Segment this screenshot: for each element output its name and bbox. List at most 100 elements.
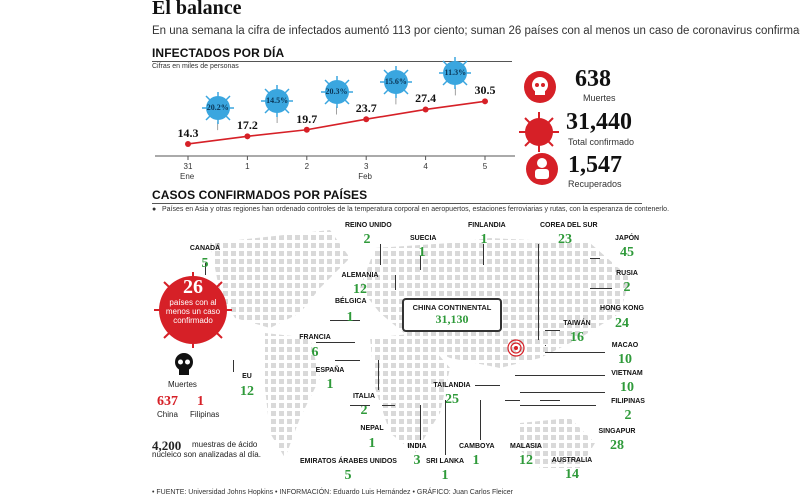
country-value: 10 [620,380,634,395]
country-value: 25 [445,392,459,407]
footer-credits: • FUENTE: Universidad Johns Hopkins • IN… [152,489,513,496]
data-point [244,133,251,140]
total-label: Total confirmado [568,137,635,147]
country-name: SINGAPUR [598,428,636,435]
country-value: 3 [413,453,421,468]
country-value: 1 [346,310,354,325]
samples-value: 4,200 [152,438,182,453]
country-value: 1 [480,232,488,247]
country-value: 2 [363,232,371,247]
data-label: 23.7 [355,101,377,116]
deaths-label: Muertes [583,93,616,103]
country-leader-line [520,405,596,406]
growth-bubble: 11.3% [438,56,472,90]
x-tick-label: 31 [183,162,193,171]
country-name: ALEMANIA [341,272,379,279]
deaths-philippines-label: Filipinas [190,410,220,419]
country-name: RUSIA [616,270,638,277]
country-value: 1 [472,453,480,468]
recovered-label: Recuperados [568,179,622,189]
country-value: 16 [570,330,584,345]
badge-number: 26 [183,276,203,298]
growth-bubble: 14.5% [260,84,294,118]
recovered-value: 1,547 [568,152,622,178]
data-point [363,116,370,123]
country-name: JAPÓN [615,235,640,242]
country-name: MALASIA [510,443,542,450]
chart-ylabel: Cifras en miles de personas [152,63,239,70]
country-value: 1 [368,436,376,451]
countries-note: Países en Asia y otras regiones han orde… [162,206,670,213]
data-label: 30.5 [474,83,496,98]
data-point [185,140,191,147]
country-name: COREA DEL SUR [540,222,598,229]
x-tick-label: 4 [423,162,428,171]
country-value: 1 [441,468,449,483]
country-value: 6 [311,345,319,360]
chart-title: INFECTADOS POR DÍA [152,46,285,60]
country-name: BÉLGICA [335,298,367,305]
chart-title-rule [152,61,512,62]
country-leader-line [515,375,605,376]
country-leader-line [395,275,396,290]
data-label: 27.4 [415,91,437,106]
page-subtitle: En una semana la cifra de infectados aum… [152,25,800,37]
x-tick-label: 5 [482,162,488,171]
samples-text: muestras de ácido nucleico son analizada… [152,440,261,459]
country-name: EMIRATOS ÁRABES UNIDOS [300,458,397,465]
deaths-panel-label: Muertes [168,380,197,389]
country-leader-line [545,352,605,353]
deaths-china-label: China [157,410,178,419]
country-leader-line [475,385,500,386]
country-leader-line [445,400,446,455]
country-name: NEPAL [360,425,384,432]
country-value: 1 [326,377,334,392]
country-name: ITALIA [352,393,376,400]
country-value: 2 [623,280,631,295]
series-line [187,100,486,145]
country-value: 23 [558,232,572,247]
china-value: 31,130 [435,312,469,326]
country-leader-line [590,288,612,289]
x-tick-label: 3 [363,162,369,171]
deaths-china-value: 637 [157,394,178,409]
country-name: FINLANDIA [468,222,506,229]
country-name: FILIPINAS [611,398,645,405]
country-name: AUSTRALIA [551,457,593,464]
countries-title-rule [152,203,642,204]
country-leader-line [545,345,546,346]
data-label: 14.3 [177,125,199,140]
country-name: SUECIA [410,235,437,242]
badge-text: países con al menos un caso confirmado [165,298,221,325]
chart-axis [155,155,515,160]
country-value: 5 [344,468,352,483]
country-value: 12 [353,282,367,297]
recovered-icon [526,153,558,185]
country-name: HONG KONG [600,305,644,312]
growth-label: 20.3% [325,87,348,97]
country-value: 5 [201,256,209,271]
country-leader-line [420,256,421,270]
x-tick-label: 2 [304,162,310,171]
wuhan-target-icon [507,339,525,357]
country-leader-line [480,400,481,440]
skull-icon-small [175,353,193,375]
country-value: 45 [620,245,634,260]
country-name: CAMBOYA [459,443,495,450]
country-value: 12 [240,384,254,399]
country-name: CANADÁ [189,245,221,252]
x-month-label: Ene [180,172,195,181]
country-leader-line [380,244,381,265]
line-chart [155,87,515,160]
growth-bubble-icon [261,85,294,118]
deaths-philippines-value: 1 [197,394,204,409]
country-value: 28 [610,438,624,453]
country-name: REINO UNIDO [345,222,392,229]
growth-bubble: 20.3% [320,75,354,109]
country-name: ESPAÑA [315,367,345,374]
virus-icon [519,112,559,152]
country-value: 12 [519,453,533,468]
country-leader-line [420,405,421,440]
country-leader-line [205,263,206,275]
